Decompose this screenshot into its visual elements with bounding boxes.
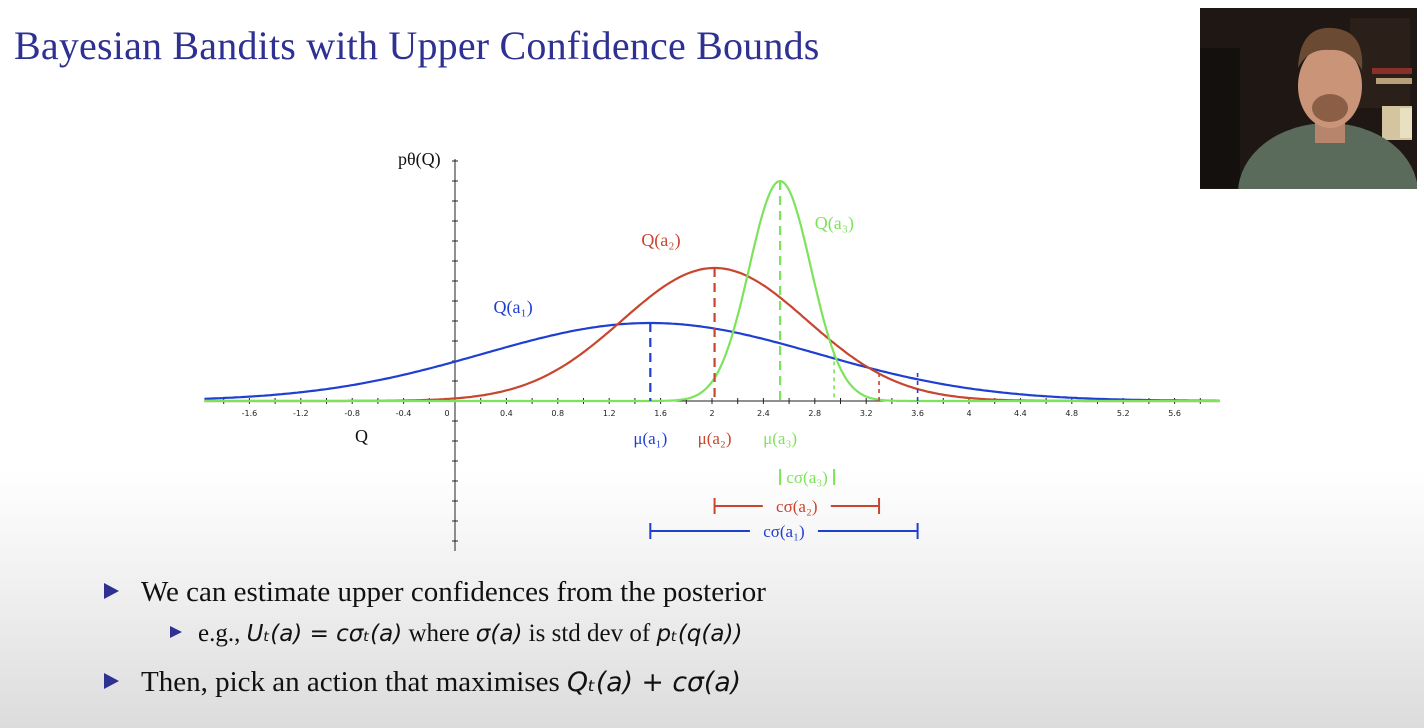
bullet-3-text: Then, pick an action that maximises xyxy=(141,666,568,698)
series-name-label: Q(a₂) xyxy=(641,230,680,251)
x-tick-label: 1.6 xyxy=(654,409,667,418)
x-tick-label: -1.2 xyxy=(293,409,309,418)
bullet-2-math-posterior: pₜ(q(a)) xyxy=(656,621,743,647)
mu-label: μ(a₁) xyxy=(633,429,667,448)
x-tick-label: 4.8 xyxy=(1065,409,1078,418)
x-tick-label: 1.2 xyxy=(603,409,616,418)
x-tick-label: -0.4 xyxy=(396,409,412,418)
x-tick-label: 4.4 xyxy=(1014,409,1027,418)
bullet-2-math-ucb: Uₜ(a) = cσₜ(a) xyxy=(246,621,403,647)
bullet-2-math-sigma: σ(a) xyxy=(475,621,523,647)
series-name-label: Q(a₁) xyxy=(494,297,533,318)
y-axis-label: pθ(Q) xyxy=(398,149,441,170)
x-tick-label: -1.6 xyxy=(242,409,258,418)
csigma-label: cσ(a₂) xyxy=(776,497,818,516)
x-tick-label: -0.8 xyxy=(344,409,360,418)
bullet-3: Then, pick an action that maximises Qₜ(a… xyxy=(104,666,741,699)
plot-labels: pθ(Q) Q Q(a₁) Q(a₂) Q(a₃) μ(a₁) μ(a₂) μ(a₃) cσ(a… xyxy=(355,149,854,541)
curve-series-3 xyxy=(204,179,1220,403)
slide-title: Bayesian Bandits with Upper Confidence B… xyxy=(14,23,820,68)
series-name-label: Q(a₃) xyxy=(815,213,854,234)
x-tick-label: 2.4 xyxy=(757,409,770,418)
mu-label: μ(a₂) xyxy=(698,429,732,448)
mu-label: μ(a₃) xyxy=(763,429,797,448)
x-axis-label: Q xyxy=(355,426,368,446)
x-tick-label: 2 xyxy=(709,409,714,418)
bullet-2: e.g., Uₜ(a) = cσₜ(a) where σ(a) is std d… xyxy=(170,620,742,648)
plot-axes: -1.6 -1.2 -0.8 -0.4 0 0.4 0.8 1.2 1.6 2 2.4 2.8 3.2 3… xyxy=(204,159,1220,551)
x-tick-label: 0.8 xyxy=(551,409,564,418)
presenter-webcam xyxy=(1200,8,1417,189)
bullet-1-text: We can estimate upper confidences from t… xyxy=(141,576,766,608)
bullet-arrow-icon xyxy=(170,626,182,638)
x-tick-label: 2.8 xyxy=(808,409,821,418)
csigma-label: cσ(a₃) xyxy=(786,468,828,487)
bullet-3-math: Qₜ(a) + cσ(a) xyxy=(567,667,742,698)
x-tick-label: 0.4 xyxy=(500,409,513,418)
bullet-arrow-icon xyxy=(104,673,119,689)
presenter-webcam-image xyxy=(1200,8,1417,189)
bullet-2-prefix: e.g., xyxy=(198,620,247,647)
x-tick-label: 5.2 xyxy=(1117,409,1130,418)
bullet-2-mid2: is std dev of xyxy=(522,620,657,647)
bullet-1: We can estimate upper confidences from t… xyxy=(104,576,766,609)
csigma-label: cσ(a₁) xyxy=(763,522,805,541)
bullet-arrow-icon xyxy=(104,583,119,599)
bullet-2-mid: where xyxy=(402,620,476,647)
plot-markers xyxy=(649,181,919,539)
x-tick-label: 3.2 xyxy=(860,409,873,418)
x-tick-label: 0 xyxy=(444,409,449,418)
plot-curves xyxy=(204,179,1220,403)
curve-series-1 xyxy=(204,321,1220,402)
posterior-plot: -1.6 -1.2 -0.8 -0.4 0 0.4 0.8 1.2 1.6 2 2.4 2.8 3.2 3… xyxy=(204,149,1220,551)
x-tick-label: 5.6 xyxy=(1168,409,1181,418)
x-tick-label: 4 xyxy=(966,409,971,418)
x-tick-label: 3.6 xyxy=(911,409,924,418)
